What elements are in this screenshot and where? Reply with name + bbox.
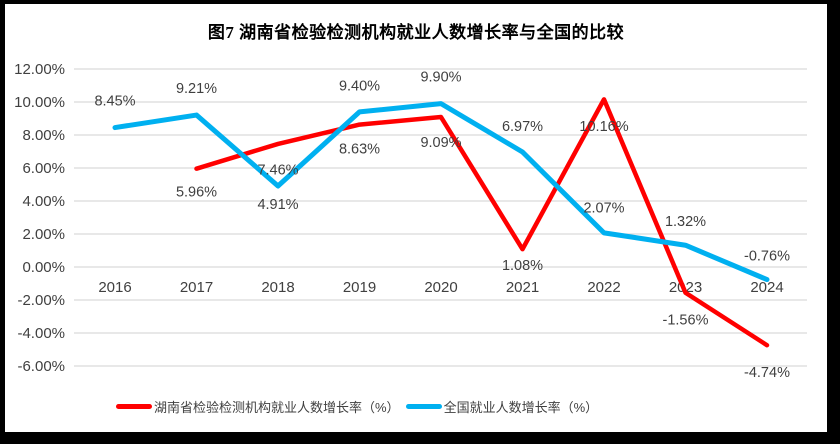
data-label-national: -0.76% [744, 248, 790, 264]
data-label-national: 9.90% [420, 69, 461, 85]
data-label-hunan: 10.16% [579, 119, 628, 135]
x-axis-category-label: 2022 [587, 279, 620, 296]
data-label-national: 6.97% [502, 119, 543, 135]
x-axis-category-label: 2020 [424, 279, 457, 296]
x-axis-category-label: 2024 [750, 279, 783, 296]
x-axis-category-label: 2021 [506, 279, 539, 296]
data-label-national: 4.91% [257, 197, 298, 213]
y-axis-tick-label: 2.00% [22, 226, 65, 243]
y-axis-tick-label: 4.00% [22, 193, 65, 210]
legend-item-hunan: 湖南省检验检测机构就业人数增长率（%） [116, 397, 400, 416]
y-axis-tick-label: -4.00% [17, 325, 65, 342]
legend-item-national: 全国就业人数增长率（%） [405, 397, 599, 416]
series-line-hunan [194, 97, 770, 348]
chart-legend: 湖南省检验检测机构就业人数增长率（%） 全国就业人数增长率（%） [116, 396, 598, 416]
data-label-hunan: 7.46% [257, 163, 298, 179]
data-label-national: 2.07% [583, 201, 624, 217]
series-line-national [112, 101, 770, 283]
data-label-hunan: 5.96% [176, 184, 217, 200]
legend-line-swatch-hunan [116, 403, 152, 409]
data-label-hunan: -1.56% [663, 313, 709, 329]
data-label-national: 8.45% [94, 93, 135, 109]
x-axis-category-label: 2019 [343, 279, 376, 296]
x-axis-category-label: 2016 [98, 279, 131, 296]
y-axis-tick-label: -6.00% [17, 358, 65, 375]
y-axis-tick-label: -2.00% [17, 292, 65, 309]
data-label-hunan: 9.09% [420, 135, 461, 151]
data-label-hunan: 8.63% [339, 141, 380, 157]
data-label-national: 9.40% [339, 79, 380, 95]
data-label-hunan: -4.74% [744, 365, 790, 381]
chart-title: 图7 湖南省检验检测机构就业人数增长率与全国的比较 [207, 23, 625, 42]
legend-line-swatch-national [405, 403, 442, 409]
data-label-national: 1.32% [665, 214, 706, 230]
x-axis-category-label: 2018 [261, 279, 294, 296]
legend-label: 湖南省检验检测机构就业人数增长率（%） [154, 399, 400, 415]
x-axis-category-label: 2017 [180, 279, 213, 296]
y-axis-tick-label: 6.00% [22, 160, 65, 177]
y-axis-tick-label: 10.00% [14, 94, 65, 111]
y-axis-tick-label: 12.00% [14, 61, 65, 78]
legend-label: 全国就业人数增长率（%） [443, 399, 599, 415]
data-label-national: 9.21% [176, 81, 217, 97]
y-axis-tick-label: 8.00% [22, 127, 65, 144]
data-label-hunan: 1.08% [502, 258, 543, 274]
y-axis-tick-label: 0.00% [22, 259, 65, 276]
